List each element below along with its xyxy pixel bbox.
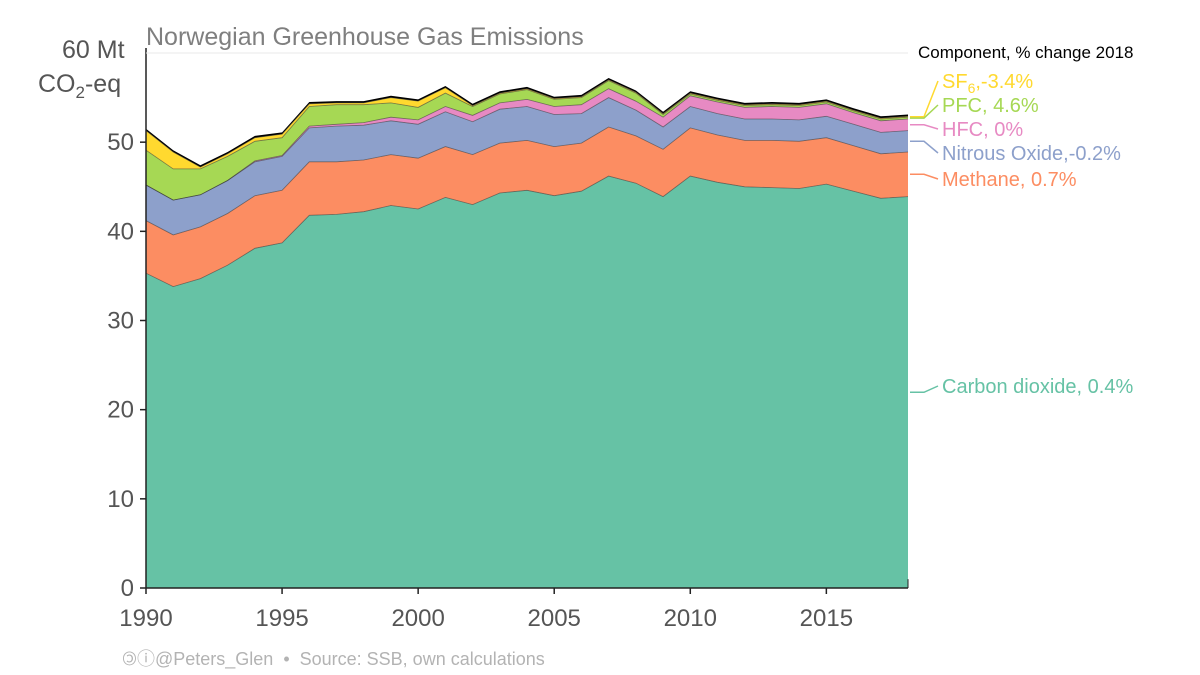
y-unit-line2: CO2-eq (38, 70, 121, 102)
footer-text: 🄯ⓘ@Peters_Glen • Source: SSB, own calculat… (122, 649, 545, 670)
legend-leader-co2 (910, 385, 939, 394)
legend-item-pfc: PFC, 4.6% (942, 95, 1039, 117)
boundary-hfc (145, 88, 909, 201)
legend-label-n2o: Nitrous Oxide,-0.2% (942, 143, 1121, 165)
x-tick-label: 1995 (255, 605, 308, 632)
legend-leader-hfc (910, 124, 939, 130)
area-co2 (146, 176, 908, 588)
legend-item-n2o: Nitrous Oxide,-0.2% (942, 143, 1121, 165)
footer-separator: • (283, 649, 289, 669)
legend-leader-pfc (910, 104, 939, 119)
legend-heading: Component, % change 2018 (918, 43, 1134, 62)
x-tick-label: 2010 (664, 605, 717, 632)
area-pfc (146, 80, 908, 201)
chart-title: Norwegian Greenhouse Gas Emissions (146, 23, 584, 51)
boundary-ch4 (145, 126, 909, 236)
footer: 🄯ⓘ@Peters_Glen • Source: SSB, own calculat… (122, 649, 545, 670)
y-tick-label: 40 (107, 218, 134, 245)
footer-author: @Peters_Glen (155, 649, 273, 670)
legend-item-ch4: Methane, 0.7% (942, 169, 1077, 191)
legend-item-hfc: HFC, 0% (942, 119, 1023, 141)
y-tick-label: 10 (107, 486, 134, 513)
legend-sub-sf6: 6 (968, 80, 976, 96)
x-tick-label: 1990 (119, 605, 172, 632)
area-ch4 (146, 127, 908, 287)
legend-label-co2: Carbon dioxide, 0.4% (942, 376, 1133, 398)
area-layers (145, 78, 909, 588)
legend-leader-sf6 (910, 80, 939, 118)
legend-items: SF6,-3.4%PFC, 4.6%HFC, 0%Nitrous Oxide,-… (910, 71, 1133, 398)
x-tick-label: 2015 (800, 605, 853, 632)
footer-source: Source: SSB, own calculations (300, 649, 545, 669)
legend-label-ch4: Methane, 0.7% (942, 169, 1077, 191)
y-tick-label: 20 (107, 397, 134, 424)
legend-item-co2: Carbon dioxide, 0.4% (942, 376, 1133, 398)
y-unit-sub: 2 (76, 83, 85, 102)
legend-item-sf6: SF6,-3.4% (942, 71, 1033, 96)
boundary-pfc (145, 80, 909, 170)
legend-label-sf6: SF (942, 71, 968, 93)
y-unit-line1: 60 Mt (62, 36, 125, 64)
y-unit-eq: -eq (85, 70, 121, 98)
axes: 0 10 20 30 40 50 1990 1995 2000 2005 2010 2015 (107, 48, 909, 632)
boundary-n2o (145, 97, 909, 201)
y-tick-label: 30 (107, 308, 134, 335)
x-tick-label: 2005 (528, 605, 581, 632)
legend-leader-ch4 (910, 173, 939, 180)
area-n2o (146, 97, 908, 235)
legend-label-hfc: HFC, 0% (942, 119, 1023, 141)
plot-area: 0 10 20 30 40 50 1990 1995 2000 2005 2010 2015 (107, 48, 909, 632)
license-icons: 🄯ⓘ (122, 649, 155, 669)
boundary-co2 (145, 175, 909, 288)
legend-rest-sf6: ,-3.4% (975, 71, 1033, 93)
y-tick-label: 50 (107, 129, 134, 156)
y-unit-co: CO (38, 70, 76, 98)
boundary-sf6 (145, 79, 909, 168)
legend: Component, % change 2018 SF6,-3.4%PFC, 4… (910, 43, 1134, 398)
legend-label-pfc: PFC, 4.6% (942, 95, 1039, 117)
legend-leader-n2o (910, 140, 939, 154)
y-tick-label: 0 (121, 575, 134, 602)
x-tick-label: 2000 (391, 605, 444, 632)
